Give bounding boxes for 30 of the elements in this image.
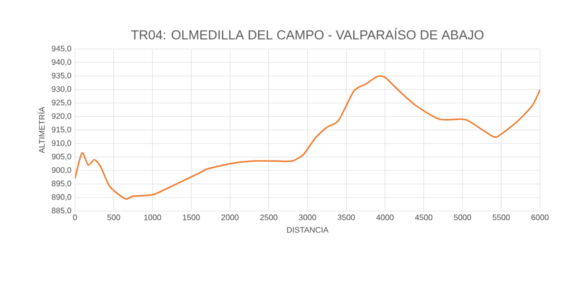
x-tick-label: 2000 [222,214,239,220]
x-tick-label: 1000 [144,214,162,220]
x-tick-label: 6000 [532,214,549,220]
x-tick-label: 1500 [182,214,200,220]
y-tick-label: 885,0 [52,208,72,214]
x-tick-label: 500 [107,214,120,220]
y-tick-label: 900,0 [52,167,72,174]
x-tick-label: 0 [73,214,77,220]
x-tick-label: 3500 [338,214,355,220]
x-tick-label: 5000 [454,214,472,220]
y-tick-label: 945,0 [52,46,72,52]
y-tick-label: 895,0 [52,180,72,188]
line-series [75,75,540,200]
y-tick-label: 925,0 [52,100,72,106]
x-tick-label: 4500 [415,214,432,220]
y-tick-label: 910,0 [52,140,72,147]
y-tick-label: 905,0 [52,154,72,160]
x-axis-title: DISTANCIA [287,227,329,233]
y-tick-label: 940,0 [52,59,72,66]
y-axis-title: ALTIMETRÍA [38,106,45,154]
y-tick-label: 920,0 [52,113,72,120]
chart-title: TR04: OLMEDILLA DEL CAMPO - VALPARAÍSO DE ABAJO [131,28,484,40]
x-tick-label: 4000 [376,214,394,220]
y-tick-label: 930,0 [52,86,72,93]
x-tick-label: 5500 [492,214,510,220]
x-tick-label: 2500 [260,214,278,220]
y-tick-label: 935,0 [52,72,72,80]
y-tick-label: 915,0 [52,126,72,134]
y-tick-label: 890,0 [52,194,72,201]
x-tick-label: 3000 [298,214,316,220]
